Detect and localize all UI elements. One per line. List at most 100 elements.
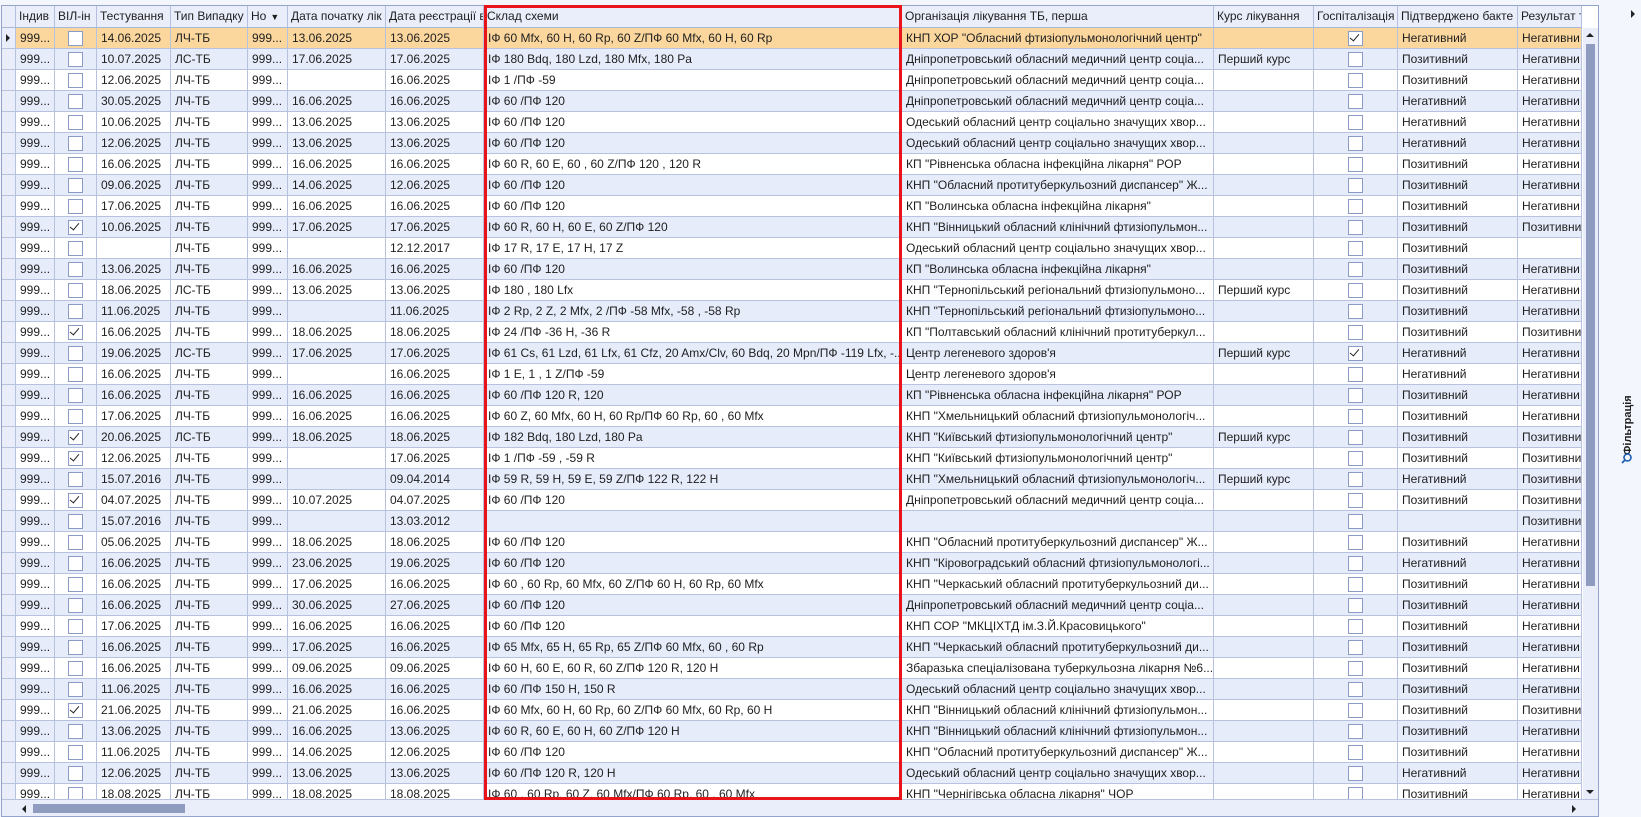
cell-id[interactable]: 999... xyxy=(16,679,55,700)
cell-bacteriological-confirmation[interactable]: Позитивний xyxy=(1398,301,1518,322)
hiv-checkbox[interactable] xyxy=(68,493,83,508)
table-row[interactable]: 999... ЛЧ-ТБ 999... 12.12.2017 ІФ 17 R, 17 E… xyxy=(2,238,1582,259)
hospitalization-checkbox[interactable] xyxy=(1348,409,1363,424)
cell-bacteriological-confirmation[interactable]: Позитивний xyxy=(1398,259,1518,280)
hospitalization-checkbox[interactable] xyxy=(1348,430,1363,445)
cell-case-type[interactable]: ЛЧ-ТБ xyxy=(171,721,248,742)
cell-bacteriological-confirmation[interactable]: Позитивний xyxy=(1398,154,1518,175)
cell-testing-date[interactable]: 21.06.2025 xyxy=(97,700,171,721)
cell-regimen-scheme[interactable]: ІФ 60 /ПФ 120 xyxy=(484,595,902,616)
row-selector[interactable] xyxy=(2,490,16,511)
table-row[interactable]: 999... 10.06.2025 ЛЧ-ТБ 999... 13.06.2025 13.… xyxy=(2,112,1582,133)
cell-id[interactable]: 999... xyxy=(16,742,55,763)
cell-bacteriological-confirmation[interactable]: Позитивний xyxy=(1398,784,1518,799)
cell-result[interactable]: Негативни xyxy=(1518,616,1582,637)
cell-result[interactable]: Негативни xyxy=(1518,280,1582,301)
cell-id[interactable]: 999... xyxy=(16,91,55,112)
cell-treatment-course[interactable] xyxy=(1214,511,1314,532)
cell-id[interactable]: 999... xyxy=(16,532,55,553)
table-row[interactable]: 999... 16.06.2025 ЛЧ-ТБ 999... 09.06.2025 09.… xyxy=(2,658,1582,679)
cell-regimen-scheme[interactable]: ІФ 60 /ПФ 120 xyxy=(484,175,902,196)
cell-number[interactable]: 999... xyxy=(248,700,288,721)
cell-result[interactable]: Позитивни xyxy=(1518,448,1582,469)
cell-testing-date[interactable]: 11.06.2025 xyxy=(97,679,171,700)
row-selector[interactable] xyxy=(2,91,16,112)
cell-bacteriological-confirmation[interactable]: Позитивний xyxy=(1398,679,1518,700)
cell-regimen-scheme[interactable]: ІФ 180 Bdq, 180 Lzd, 180 Mfx, 180 Pa xyxy=(484,49,902,70)
cell-id[interactable]: 999... xyxy=(16,175,55,196)
cell-result[interactable]: Негативни xyxy=(1518,154,1582,175)
row-selector[interactable] xyxy=(2,595,16,616)
cell-regimen-scheme[interactable]: ІФ 60 /ПФ 120 xyxy=(484,490,902,511)
cell-number[interactable]: 999... xyxy=(248,259,288,280)
cell-treatment-course[interactable] xyxy=(1214,763,1314,784)
cell-registration-date[interactable]: 18.08.2025 xyxy=(386,784,484,799)
hospitalization-checkbox[interactable] xyxy=(1348,241,1363,256)
cell-treatment-organization[interactable]: КП "Волинська обласна інфекційна лікарня… xyxy=(902,259,1214,280)
cell-bacteriological-confirmation[interactable]: Негативний xyxy=(1398,343,1518,364)
cell-case-type[interactable]: ЛЧ-ТБ xyxy=(171,553,248,574)
cell-bacteriological-confirmation[interactable]: Позитивний xyxy=(1398,238,1518,259)
table-row[interactable]: 999... 15.07.2016 ЛЧ-ТБ 999... 13.03.2012 Поз… xyxy=(2,511,1582,532)
cell-regimen-scheme[interactable]: ІФ 60 /ПФ 120 xyxy=(484,553,902,574)
cell-treatment-course[interactable] xyxy=(1214,154,1314,175)
cell-result[interactable]: Негативни xyxy=(1518,133,1582,154)
cell-registration-date[interactable]: 18.06.2025 xyxy=(386,532,484,553)
sort-descending-icon[interactable]: ▼ xyxy=(270,12,280,22)
cell-id[interactable]: 999... xyxy=(16,28,55,49)
cell-registration-date[interactable]: 16.06.2025 xyxy=(386,385,484,406)
cell-regimen-scheme[interactable]: ІФ 60 /ПФ 120 xyxy=(484,616,902,637)
cell-treatment-start-date[interactable]: 13.06.2025 xyxy=(288,28,386,49)
cell-treatment-organization[interactable]: КНП "Київський фтизіопульмонологічний це… xyxy=(902,427,1214,448)
cell-registration-date[interactable]: 16.06.2025 xyxy=(386,616,484,637)
cell-number[interactable]: 999... xyxy=(248,511,288,532)
cell-id[interactable]: 999... xyxy=(16,721,55,742)
hospitalization-checkbox[interactable] xyxy=(1348,94,1363,109)
hiv-checkbox[interactable] xyxy=(68,94,83,109)
table-row[interactable]: 999... 16.06.2025 ЛЧ-ТБ 999... 23.06.2025 19.… xyxy=(2,553,1582,574)
cell-treatment-organization[interactable]: Дніпропетровський обласний медичний цент… xyxy=(902,91,1214,112)
cell-treatment-start-date[interactable] xyxy=(288,238,386,259)
cell-result[interactable] xyxy=(1518,238,1582,259)
cell-treatment-organization[interactable]: Дніпропетровський обласний медичний цент… xyxy=(902,595,1214,616)
cell-id[interactable]: 999... xyxy=(16,595,55,616)
cell-treatment-start-date[interactable] xyxy=(288,70,386,91)
cell-case-type[interactable]: ЛЧ-ТБ xyxy=(171,301,248,322)
cell-registration-date[interactable]: 27.06.2025 xyxy=(386,595,484,616)
cell-case-type[interactable]: ЛЧ-ТБ xyxy=(171,196,248,217)
hospitalization-checkbox[interactable] xyxy=(1348,514,1363,529)
cell-number[interactable]: 999... xyxy=(248,49,288,70)
cell-bacteriological-confirmation[interactable] xyxy=(1398,511,1518,532)
cell-testing-date[interactable]: 16.06.2025 xyxy=(97,154,171,175)
cell-treatment-course[interactable] xyxy=(1214,721,1314,742)
cell-treatment-organization[interactable]: КНП "Вінницький обласний клінічний фтизі… xyxy=(902,217,1214,238)
cell-treatment-course[interactable]: Перший курс xyxy=(1214,280,1314,301)
cell-testing-date[interactable]: 12.06.2025 xyxy=(97,763,171,784)
cell-result[interactable]: Негативни xyxy=(1518,196,1582,217)
table-row[interactable]: 999... 16.06.2025 ЛЧ-ТБ 999... 16.06.2025 ІФ … xyxy=(2,364,1582,385)
table-row[interactable]: 999... 18.08.2025 ЛЧ-ТБ 999... 18.08.2025 18.… xyxy=(2,784,1582,799)
cell-bacteriological-confirmation[interactable]: Позитивний xyxy=(1398,532,1518,553)
cell-bacteriological-confirmation[interactable]: Позитивний xyxy=(1398,196,1518,217)
column-header-result[interactable]: Результат т xyxy=(1518,6,1582,27)
cell-treatment-course[interactable] xyxy=(1214,70,1314,91)
hiv-checkbox[interactable] xyxy=(68,31,83,46)
cell-case-type[interactable]: ЛЧ-ТБ xyxy=(171,637,248,658)
hiv-checkbox[interactable] xyxy=(68,367,83,382)
row-selector[interactable] xyxy=(2,343,16,364)
cell-id[interactable]: 999... xyxy=(16,70,55,91)
cell-bacteriological-confirmation[interactable]: Негативний xyxy=(1398,28,1518,49)
cell-testing-date[interactable]: 15.07.2016 xyxy=(97,469,171,490)
row-selector[interactable] xyxy=(2,742,16,763)
hiv-checkbox[interactable] xyxy=(68,535,83,550)
hiv-checkbox[interactable] xyxy=(68,661,83,676)
cell-case-type[interactable]: ЛЧ-ТБ xyxy=(171,175,248,196)
cell-testing-date[interactable]: 16.06.2025 xyxy=(97,574,171,595)
cell-registration-date[interactable]: 19.06.2025 xyxy=(386,553,484,574)
cell-treatment-course[interactable]: Перший курс xyxy=(1214,469,1314,490)
cell-registration-date[interactable]: 16.06.2025 xyxy=(386,700,484,721)
cell-number[interactable]: 999... xyxy=(248,175,288,196)
cell-testing-date[interactable]: 12.06.2025 xyxy=(97,133,171,154)
cell-registration-date[interactable]: 17.06.2025 xyxy=(386,49,484,70)
hiv-checkbox[interactable] xyxy=(68,703,83,718)
